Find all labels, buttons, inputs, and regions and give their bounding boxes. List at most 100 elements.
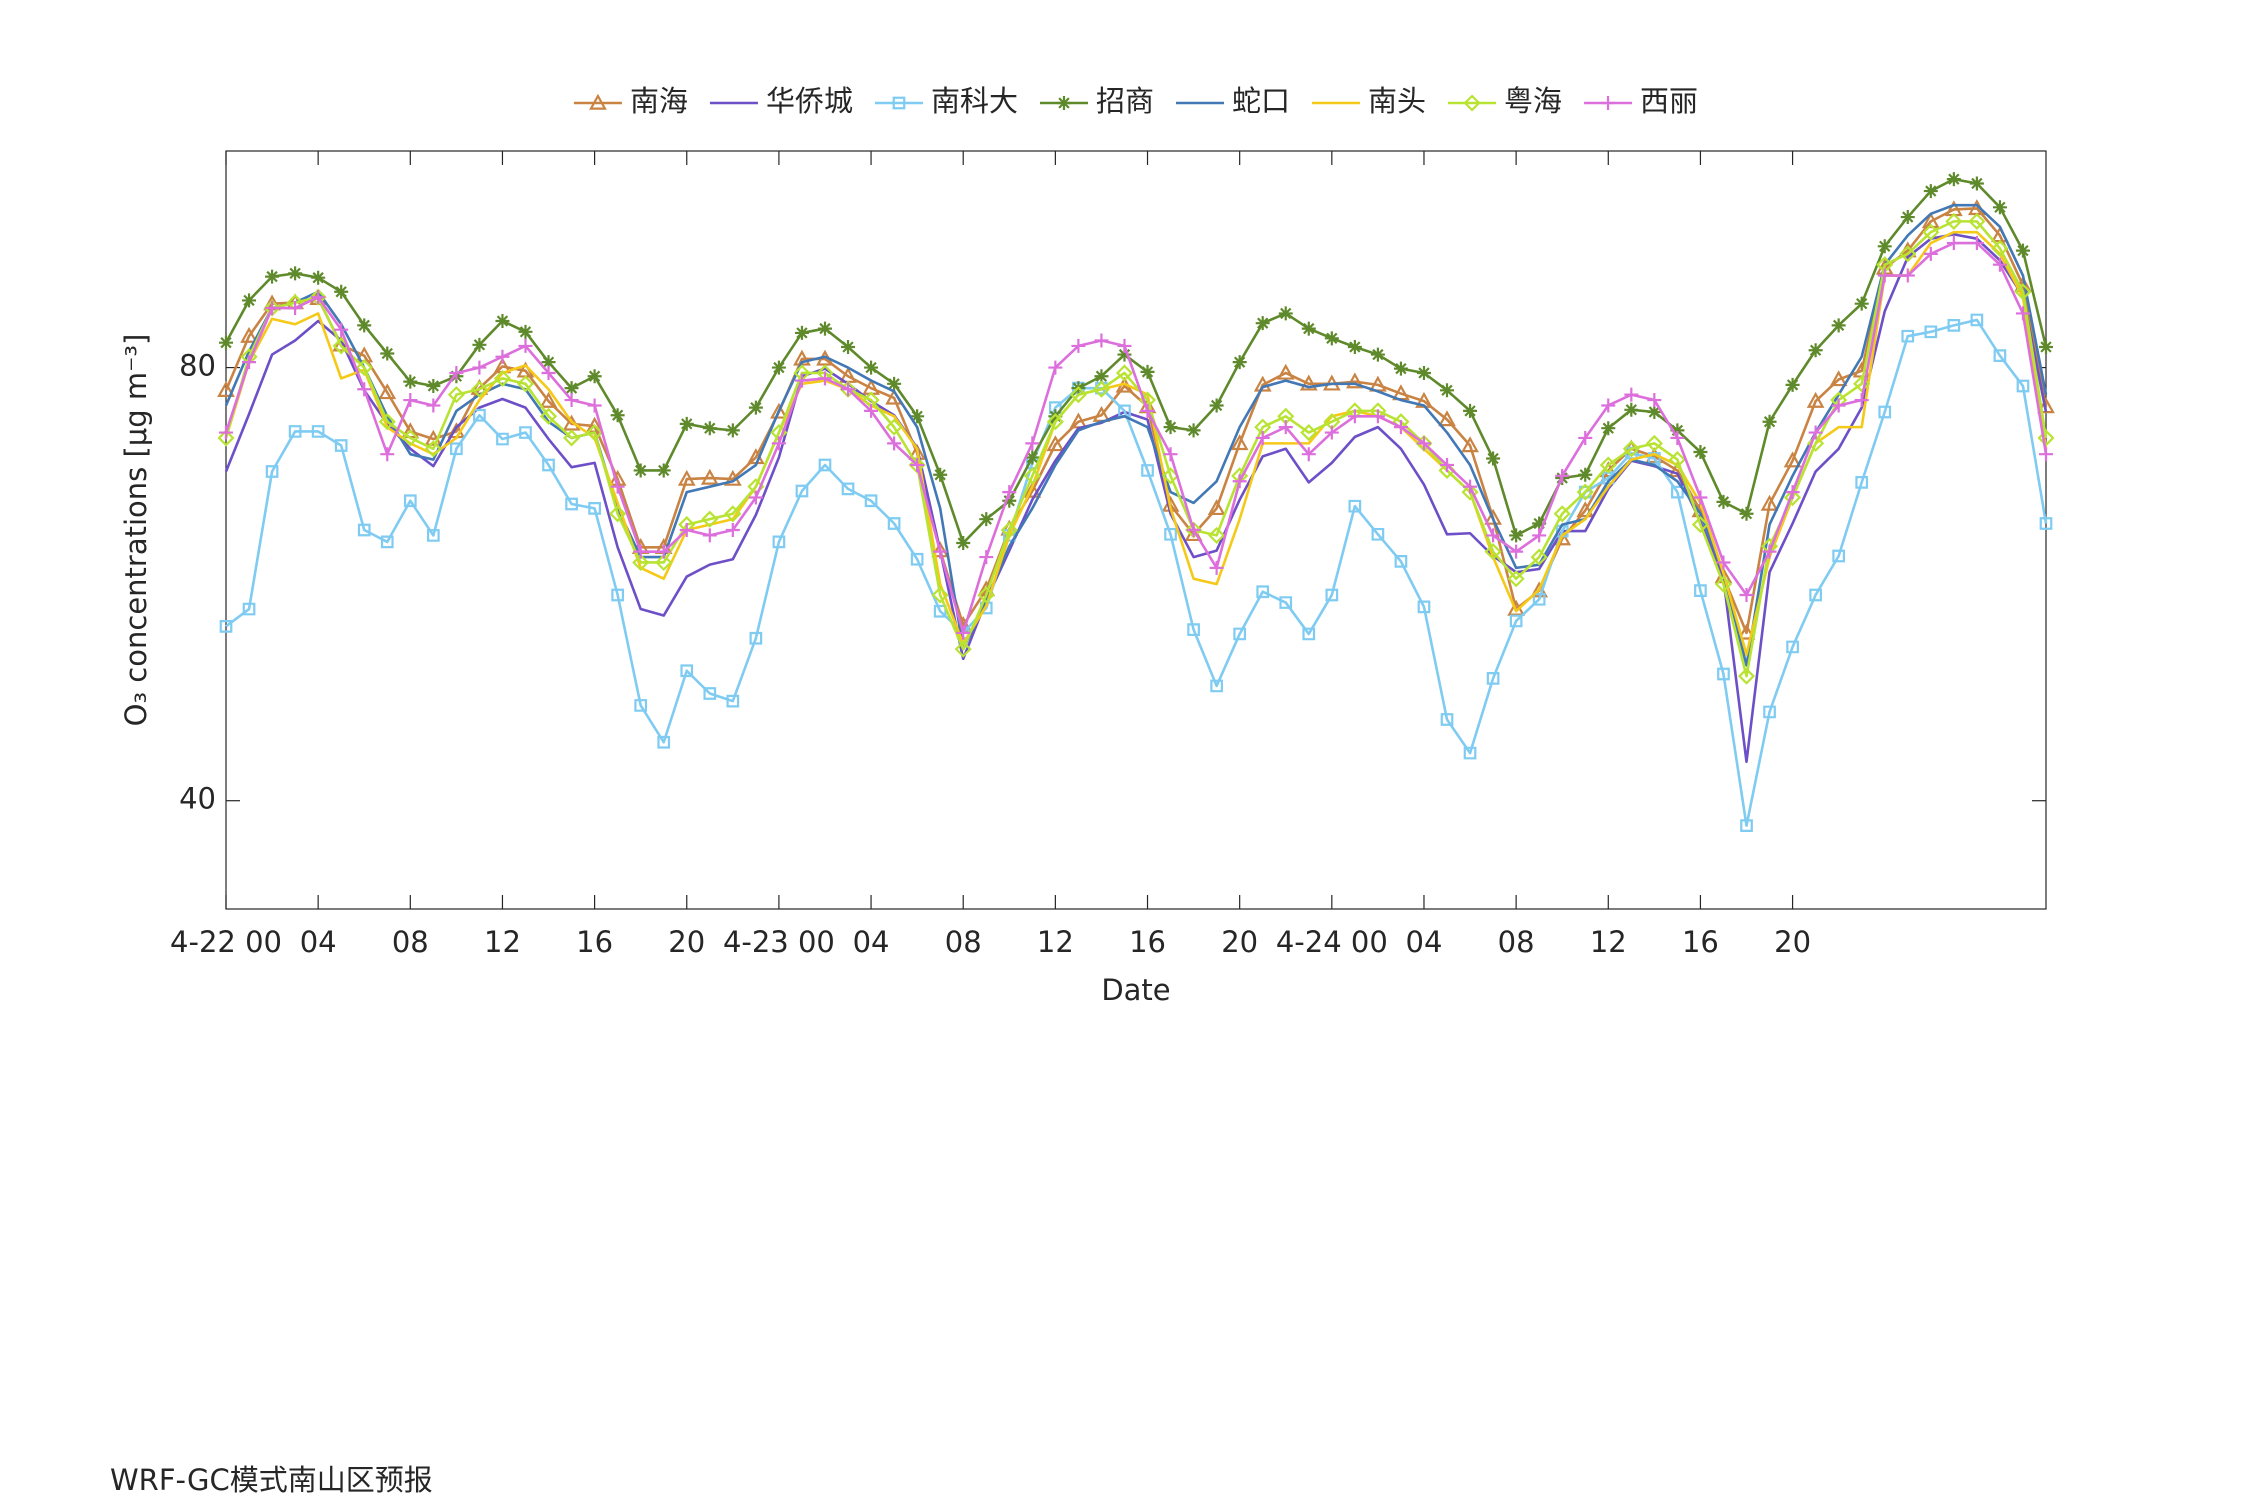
- data-marker: [956, 625, 971, 640]
- data-marker: [447, 386, 465, 404]
- data-marker: [1230, 434, 1249, 451]
- data-marker: [933, 604, 947, 618]
- data-marker: [1002, 493, 1017, 508]
- data-marker: [1947, 318, 1961, 332]
- data-marker: [1946, 172, 1961, 187]
- data-marker: [357, 382, 372, 397]
- data-marker: [1117, 347, 1132, 362]
- data-marker: [311, 425, 325, 438]
- data-marker: [472, 360, 487, 375]
- data-marker: [1164, 527, 1177, 541]
- data-marker: [1923, 184, 1938, 199]
- data-marker: [1347, 339, 1362, 354]
- data-marker: [655, 553, 673, 572]
- data-marker: [771, 360, 786, 375]
- data-marker: [700, 468, 719, 485]
- data-marker: [1877, 268, 1892, 283]
- data-marker: [841, 339, 856, 354]
- data-marker: [1393, 420, 1408, 435]
- data-marker: [1878, 405, 1892, 419]
- data-marker: [703, 687, 717, 700]
- x-tick-label: 04: [1406, 925, 1443, 959]
- data-marker: [1946, 236, 1961, 251]
- data-marker: [564, 393, 579, 408]
- data-marker: [749, 631, 763, 645]
- data-marker: [1622, 440, 1640, 458]
- data-marker: [1599, 456, 1617, 474]
- data-marker: [1783, 451, 1802, 468]
- data-marker: [702, 528, 717, 543]
- data-marker: [933, 467, 948, 482]
- data-marker: [910, 552, 924, 566]
- data-marker: [634, 699, 648, 712]
- data-marker: [565, 497, 578, 511]
- data-marker: [1370, 347, 1385, 362]
- data-marker: [518, 338, 533, 353]
- x-tick-label: 08: [1498, 925, 1535, 959]
- data-marker: [1048, 360, 1063, 375]
- data-marker: [1900, 268, 1915, 283]
- data-marker: [1186, 523, 1201, 537]
- data-marker: [1714, 575, 1733, 593]
- data-marker: [632, 553, 650, 572]
- data-marker: [887, 436, 902, 451]
- data-marker: [288, 266, 303, 281]
- data-marker: [1970, 313, 1984, 327]
- data-marker: [1438, 410, 1456, 427]
- data-marker: [588, 501, 601, 515]
- data-marker: [1163, 420, 1178, 435]
- data-marker: [1694, 584, 1707, 597]
- data-marker: [563, 429, 581, 447]
- legend-label: 南海: [630, 84, 688, 118]
- data-marker: [1140, 364, 1155, 379]
- data-marker: [1416, 436, 1431, 451]
- data-marker: [449, 365, 464, 380]
- data-marker: [885, 418, 903, 436]
- x-tick-label: 20: [668, 925, 705, 959]
- data-marker: [795, 484, 809, 498]
- x-axis-label: Date: [1101, 973, 1170, 1007]
- data-marker: [1140, 403, 1155, 418]
- data-marker: [1648, 452, 1661, 465]
- caption: WRF-GC模式南山区预报: [110, 1463, 433, 1497]
- data-marker: [908, 456, 926, 474]
- data-marker: [2039, 339, 2053, 354]
- data-marker: [1832, 549, 1846, 563]
- data-marker: [701, 510, 719, 528]
- data-marker: [1115, 364, 1134, 382]
- data-marker: [1855, 476, 1869, 489]
- data-marker: [1393, 361, 1408, 376]
- data-marker: [817, 321, 832, 336]
- legend-marker: [589, 93, 607, 110]
- data-marker: [2015, 243, 2030, 258]
- data-marker: [954, 640, 972, 658]
- data-marker: [1278, 306, 1293, 321]
- data-marker: [2014, 283, 2032, 301]
- data-marker: [1992, 257, 2007, 272]
- data-marker: [426, 398, 441, 413]
- data-marker: [1647, 404, 1662, 419]
- data-marker: [1624, 402, 1639, 417]
- data-marker: [1486, 451, 1501, 466]
- data-marker: [1624, 387, 1639, 402]
- data-marker: [495, 349, 510, 364]
- data-marker: [1207, 499, 1226, 516]
- data-marker: [1901, 329, 1915, 343]
- data-marker: [1484, 543, 1502, 561]
- data-marker: [680, 664, 694, 678]
- data-marker: [2015, 306, 2030, 321]
- data-marker: [1737, 667, 1756, 685]
- data-marker: [1740, 819, 1753, 832]
- data-marker: [977, 586, 995, 604]
- data-marker: [979, 512, 994, 527]
- data-marker: [403, 374, 418, 389]
- data-marker: [748, 400, 763, 415]
- data-marker: [1992, 200, 2007, 215]
- data-marker: [217, 429, 235, 447]
- data-marker: [1023, 481, 1042, 498]
- data-marker: [1276, 363, 1295, 380]
- data-marker: [2037, 429, 2055, 447]
- data-marker: [470, 380, 488, 398]
- data-marker: [1463, 746, 1477, 760]
- data-marker: [1647, 393, 1662, 408]
